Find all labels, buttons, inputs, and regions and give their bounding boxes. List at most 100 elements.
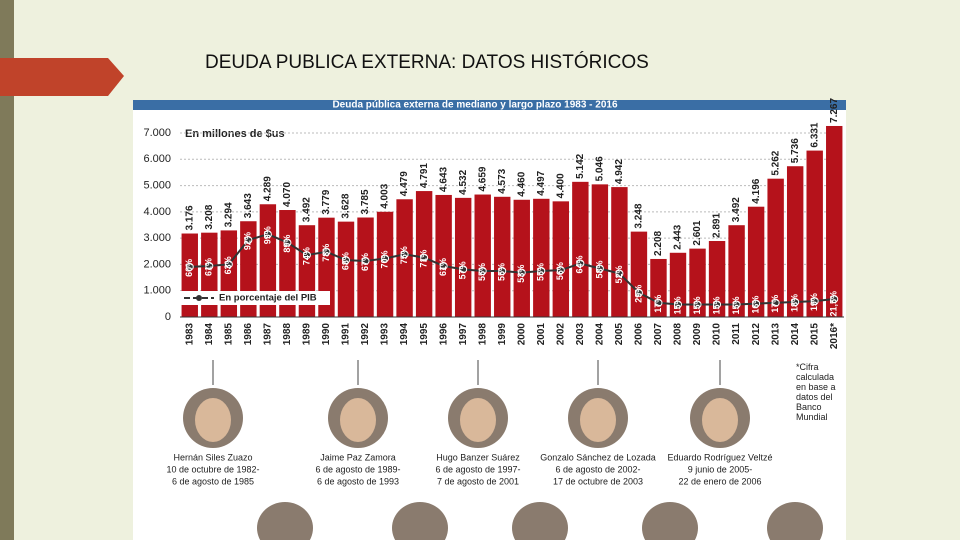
x-tick-label: 2010 xyxy=(712,323,723,346)
line-point xyxy=(342,256,350,265)
plot: 0 1.000 2.000 3.000 4.000 5.000 6.000 7.000 3.17… xyxy=(143,98,844,349)
y-tick-label: 3.000 xyxy=(143,232,171,244)
percent-label: 68% xyxy=(340,252,350,270)
y-axis-label: En millones de $us xyxy=(185,128,285,140)
president-to: 6 de agosto de 1985 xyxy=(172,476,254,486)
president-to: 22 de enero de 2006 xyxy=(678,476,761,486)
value-label: 4.532 xyxy=(458,169,469,194)
percent-label: 64% xyxy=(575,255,585,273)
value-label: 4.070 xyxy=(282,182,293,207)
value-label: 4.289 xyxy=(263,176,274,201)
bar xyxy=(786,166,804,317)
line-point xyxy=(517,268,526,277)
line-point xyxy=(771,298,780,307)
president-to: 17 de octubre de 2003 xyxy=(553,476,643,486)
x-tick-label: 1986 xyxy=(243,323,254,346)
x-tick-label: 2013 xyxy=(770,323,781,346)
presidents: Hernán Siles Zuazo 10 de octubre de 1982-… xyxy=(166,360,823,540)
percent-label: 70% xyxy=(379,250,389,268)
percent-label: 15% xyxy=(692,296,702,314)
percent-label: 52% xyxy=(614,266,624,284)
bar xyxy=(630,231,648,317)
percent-label: 55% xyxy=(477,263,487,281)
line-point xyxy=(693,300,702,309)
line-point xyxy=(420,253,429,262)
percent-label: 78% xyxy=(321,244,331,262)
value-label: 3.492 xyxy=(302,197,313,222)
value-label: 4.659 xyxy=(477,166,488,191)
value-label: 2.208 xyxy=(653,230,664,255)
line-point xyxy=(752,299,761,308)
value-label: 4.196 xyxy=(751,178,762,203)
bar xyxy=(337,221,355,317)
y-tick-label: 2.000 xyxy=(143,258,171,270)
value-label: 4.791 xyxy=(419,163,430,188)
bar xyxy=(279,210,296,317)
x-tick-label: 2011 xyxy=(731,323,742,345)
percent-label: 58% xyxy=(594,260,604,278)
value-label: 3.628 xyxy=(341,193,352,218)
value-label: 5.736 xyxy=(790,138,801,163)
percent-label: 74% xyxy=(301,247,311,265)
value-label: 6.331 xyxy=(809,122,820,147)
x-tick-label: 1997 xyxy=(458,323,469,346)
percent-label: 61% xyxy=(204,258,214,276)
bar xyxy=(552,201,570,317)
bar xyxy=(376,211,394,317)
line-point xyxy=(263,230,272,239)
president-to: 7 de agosto de 2001 xyxy=(437,476,519,486)
x-tick-label: 1983 xyxy=(184,323,195,346)
y-tick-label: 1.000 xyxy=(143,285,171,297)
y-tick-label: 6.000 xyxy=(143,153,171,165)
percent-label: 21,5% xyxy=(829,291,839,317)
x-tick-label: 2008 xyxy=(673,323,684,346)
president-name: Hernán Siles Zuazo xyxy=(173,452,252,462)
bar xyxy=(474,194,491,317)
percent-label: 53% xyxy=(516,265,526,283)
bar xyxy=(591,184,609,317)
value-label: 3.208 xyxy=(204,204,215,229)
x-tick-label: 2005 xyxy=(614,323,625,346)
percent-label: 75% xyxy=(399,246,409,264)
value-label: 5.262 xyxy=(770,150,781,175)
percent-label: 56% xyxy=(555,262,565,280)
percent-label: 29% xyxy=(633,285,643,303)
value-label: 2.891 xyxy=(712,213,723,238)
line-point xyxy=(791,297,800,306)
line-point xyxy=(615,269,624,278)
percent-label: 99% xyxy=(262,226,272,244)
x-tick-label: 1999 xyxy=(497,323,508,346)
line-point xyxy=(381,254,390,263)
bar xyxy=(533,198,550,317)
portrait-partial xyxy=(512,502,568,540)
percent-label: 60% xyxy=(184,259,194,277)
portrait-partial xyxy=(642,502,698,540)
value-label: 3.779 xyxy=(321,189,332,214)
bar xyxy=(689,248,706,317)
line-point xyxy=(732,300,741,309)
portrait-face xyxy=(580,398,616,442)
value-label: 7.267 xyxy=(829,98,840,123)
value-label: 4.942 xyxy=(614,159,625,184)
bar xyxy=(728,225,745,317)
line xyxy=(189,233,835,306)
line-point xyxy=(400,250,409,259)
president-name: Jaime Paz Zamora xyxy=(320,452,396,462)
note: *Cifra calculada en base a datos del Banco Mu… xyxy=(796,362,836,422)
percent-label: 92% xyxy=(243,232,253,250)
line-point xyxy=(478,267,487,275)
percent-label: 15% xyxy=(672,296,682,314)
percent-label: 57% xyxy=(458,261,468,279)
value-label: 5.142 xyxy=(575,153,586,178)
side-band xyxy=(0,0,14,540)
line-point xyxy=(498,267,507,275)
bar xyxy=(494,196,511,317)
percent-label: 17% xyxy=(770,295,780,313)
legend-marker xyxy=(196,295,202,301)
chart-header xyxy=(133,100,846,110)
line-point xyxy=(224,260,233,269)
portrait-face xyxy=(702,398,738,442)
line-point xyxy=(361,256,370,265)
percent-label: 67% xyxy=(360,253,370,271)
x-tick-label: 1985 xyxy=(223,323,234,346)
